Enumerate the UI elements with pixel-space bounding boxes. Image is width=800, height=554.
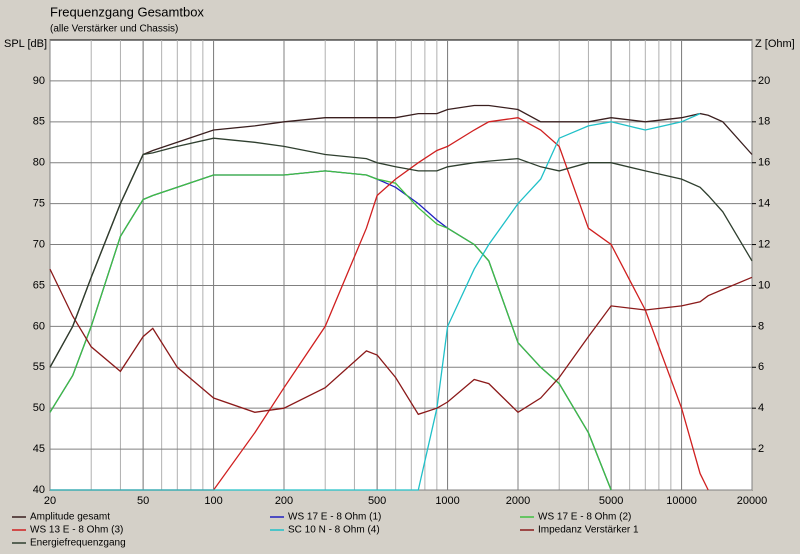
x-tick-label: 20000 (737, 495, 768, 507)
y-axis-label: SPL [dB] (4, 38, 47, 50)
y2-tick-label: 2 (758, 443, 764, 455)
y2-tick-label: 18 (758, 116, 770, 128)
y2-tick-label: 16 (758, 157, 770, 169)
y2-tick-label: 20 (758, 75, 770, 87)
series-line (49, 104, 753, 368)
y2-tick-label: 14 (758, 198, 770, 210)
chart-title: Frequenzgang Gesamtbox (50, 4, 204, 19)
x-tick-label: 5000 (599, 495, 623, 507)
legend-label: SC 10 N - 8 Ohm (4) (288, 525, 380, 536)
y2-tick-label: 10 (758, 279, 770, 291)
series-line (49, 268, 753, 416)
y-tick-label: 50 (33, 402, 45, 414)
x-tick-label: 200 (275, 495, 293, 507)
y-tick-label: 70 (33, 238, 45, 250)
x-tick-label: 1000 (435, 495, 459, 507)
series-line (50, 113, 701, 491)
legend-label: WS 17 E - 8 Ohm (1) (288, 512, 381, 523)
y-tick-label: 80 (33, 157, 45, 169)
y-tick-label: 40 (33, 484, 45, 496)
x-tick-label: 20 (44, 495, 56, 507)
legend-label: Impedanz Verstärker 1 (538, 525, 639, 536)
y-tick-label: 45 (33, 443, 45, 455)
x-tick-label: 500 (368, 495, 386, 507)
y-tick-label: 55 (33, 361, 45, 373)
y2-tick-label: 12 (758, 238, 770, 250)
series-line (49, 137, 753, 368)
y2-axis-label: Z [Ohm] (755, 38, 795, 50)
x-tick-label: 10000 (666, 495, 697, 507)
legend-label: WS 13 E - 8 Ohm (3) (30, 525, 123, 536)
y-tick-label: 75 (33, 198, 45, 210)
y2-tick-label: 8 (758, 320, 764, 332)
legend-label: Energiefrequenzgang (30, 538, 126, 549)
y-tick-label: 65 (33, 279, 45, 291)
series-line (49, 170, 612, 491)
x-tick-label: 2000 (506, 495, 530, 507)
x-tick-label: 50 (137, 495, 149, 507)
legend-label: Amplitude gesamt (30, 512, 110, 523)
legend-label: WS 17 E - 8 Ohm (2) (538, 512, 631, 523)
y-tick-label: 60 (33, 320, 45, 332)
y2-tick-label: 4 (758, 402, 764, 414)
y-tick-label: 90 (33, 75, 45, 87)
chart-subtitle: (alle Verstärker und Chassis) (50, 24, 178, 35)
y2-tick-label: 6 (758, 361, 764, 373)
plot-area (49, 39, 753, 491)
y-tick-label: 85 (33, 116, 45, 128)
x-tick-label: 100 (204, 495, 222, 507)
